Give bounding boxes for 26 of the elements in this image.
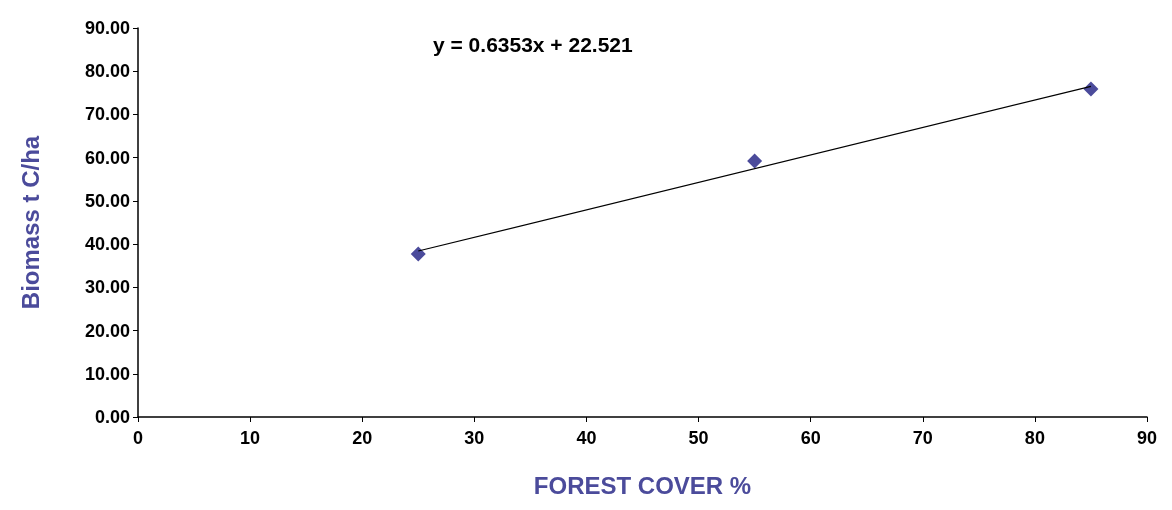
point [410,246,426,262]
x-tick-label: 80 [1024,428,1045,448]
y-tick-label: 20.00 [84,320,130,341]
y-tick-label: 10.00 [84,363,130,384]
x-tick-label: 90 [1136,428,1158,448]
y-tick-label: 0.00 [94,407,130,427]
x-tick-label: 60 [800,428,821,448]
x-tick-label: 40 [576,428,597,448]
x-axis-title: FOREST COVER % [533,471,752,499]
y-tick-label: 90.00 [84,18,130,38]
y-tick-label: 40.00 [84,234,130,255]
x-tick-label: 30 [464,428,485,448]
y-tick-label: 60.00 [84,147,130,168]
y-tick-label: 80.00 [84,61,130,82]
point [1083,81,1099,97]
y-tick-label: 30.00 [84,277,130,298]
x-tick-label: 20 [352,428,373,448]
x-tick-label: 0 [132,428,144,448]
x-tick-label: 70 [912,428,933,448]
x-tick-label: 10 [240,428,261,448]
y-tick-label: 50.00 [84,190,130,211]
annotation: y = 0.6353x + 22.521 [433,33,634,56]
y-axis-title: Biomass t C/ha [16,135,44,310]
x-tick-label: 50 [688,428,709,448]
point [747,153,763,169]
y-tick-label: 70.00 [84,104,130,125]
